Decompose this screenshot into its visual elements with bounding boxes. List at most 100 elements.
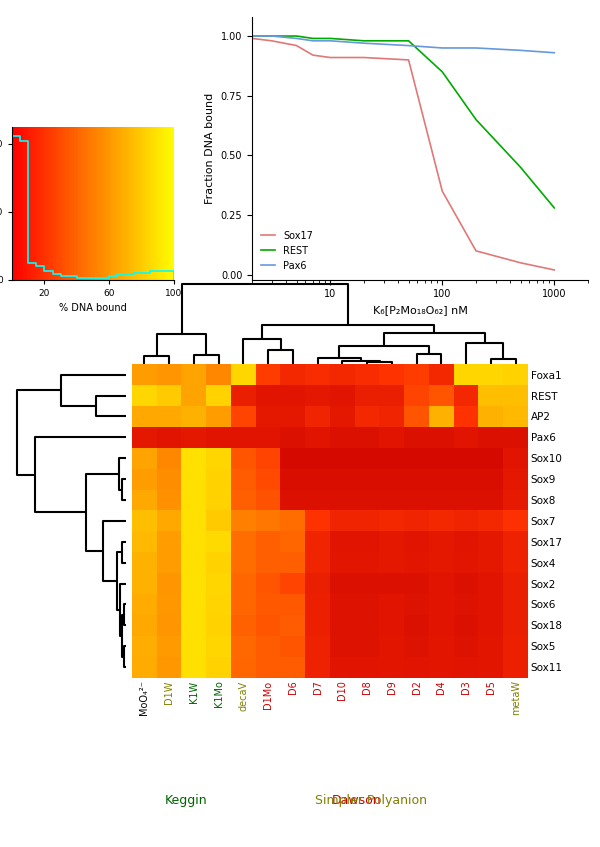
Bar: [65, 127, 67, 280]
Bar: [91, 127, 93, 280]
Bar: [95, 127, 96, 280]
Sox17: [361, 53, 368, 63]
Bar: [139, 127, 140, 280]
Bar: [28, 127, 30, 280]
REST: [215, 31, 222, 42]
Bar: [25, 127, 26, 280]
Bar: [104, 127, 106, 280]
Bar: [164, 127, 166, 280]
Bar: [93, 127, 95, 280]
Bar: [70, 127, 72, 280]
Pax6: [472, 43, 479, 53]
Bar: [64, 127, 65, 280]
Sox17: [293, 41, 300, 51]
REST: [361, 36, 368, 46]
Bar: [35, 127, 37, 280]
Bar: [100, 127, 101, 280]
Line: Pax6: Pax6: [218, 36, 554, 53]
Bar: [80, 127, 82, 280]
Bar: [135, 127, 137, 280]
Bar: [142, 127, 143, 280]
Bar: [12, 127, 14, 280]
Bar: [67, 127, 69, 280]
Sox17: [268, 36, 275, 46]
Bar: [106, 127, 107, 280]
Pax6: [215, 31, 222, 42]
Bar: [153, 127, 155, 280]
Bar: [62, 127, 64, 280]
Sox17: [551, 265, 558, 275]
Bar: [119, 127, 121, 280]
Bar: [114, 127, 116, 280]
Y-axis label: Fraction DNA bound: Fraction DNA bound: [205, 92, 215, 204]
Bar: [155, 127, 156, 280]
Bar: [54, 127, 56, 280]
Bar: [132, 127, 134, 280]
REST: [293, 31, 300, 42]
Bar: [46, 127, 47, 280]
Bar: [82, 127, 83, 280]
Bar: [151, 127, 153, 280]
Sox17: [310, 50, 317, 60]
Bar: [98, 127, 100, 280]
Text: Keggin: Keggin: [164, 794, 207, 807]
Bar: [156, 127, 158, 280]
X-axis label: K₆[P₂Mo₁₈O₆₂] nM: K₆[P₂Mo₁₈O₆₂] nM: [373, 305, 467, 315]
Sox17: [405, 55, 412, 65]
Sox17: [215, 31, 222, 42]
Bar: [20, 127, 22, 280]
REST: [248, 31, 256, 42]
Bar: [103, 127, 104, 280]
Bar: [44, 127, 46, 280]
Bar: [101, 127, 103, 280]
Bar: [122, 127, 124, 280]
Sox17: [472, 246, 479, 256]
Bar: [59, 127, 61, 280]
Bar: [85, 127, 86, 280]
Bar: [38, 127, 40, 280]
Pax6: [248, 31, 256, 42]
Bar: [23, 127, 25, 280]
Bar: [112, 127, 114, 280]
Bar: [15, 127, 17, 280]
Bar: [41, 127, 43, 280]
Pax6: [551, 47, 558, 58]
Pax6: [439, 43, 446, 53]
Pax6: [405, 41, 412, 51]
Bar: [37, 127, 38, 280]
Bar: [86, 127, 88, 280]
Pax6: [268, 31, 275, 42]
X-axis label: % DNA bound: % DNA bound: [59, 303, 127, 313]
Legend: Sox17, REST, Pax6: Sox17, REST, Pax6: [257, 227, 317, 274]
Bar: [137, 127, 139, 280]
Bar: [75, 127, 77, 280]
Pax6: [310, 36, 317, 46]
Bar: [125, 127, 127, 280]
Bar: [148, 127, 150, 280]
Bar: [172, 127, 174, 280]
Pax6: [361, 38, 368, 48]
Bar: [128, 127, 130, 280]
Bar: [61, 127, 62, 280]
Bar: [118, 127, 119, 280]
Bar: [167, 127, 169, 280]
Line: Sox17: Sox17: [218, 36, 554, 270]
REST: [517, 163, 524, 173]
Bar: [166, 127, 167, 280]
Bar: [22, 127, 23, 280]
Bar: [17, 127, 19, 280]
Bar: [163, 127, 164, 280]
REST: [551, 202, 558, 213]
REST: [310, 33, 317, 43]
Bar: [47, 127, 49, 280]
Bar: [74, 127, 75, 280]
Bar: [145, 127, 146, 280]
REST: [472, 114, 479, 125]
Pax6: [517, 45, 524, 55]
Sox17: [439, 186, 446, 197]
Bar: [69, 127, 70, 280]
Bar: [90, 127, 91, 280]
Bar: [79, 127, 80, 280]
Text: Dawson: Dawson: [332, 794, 382, 807]
Bar: [83, 127, 85, 280]
